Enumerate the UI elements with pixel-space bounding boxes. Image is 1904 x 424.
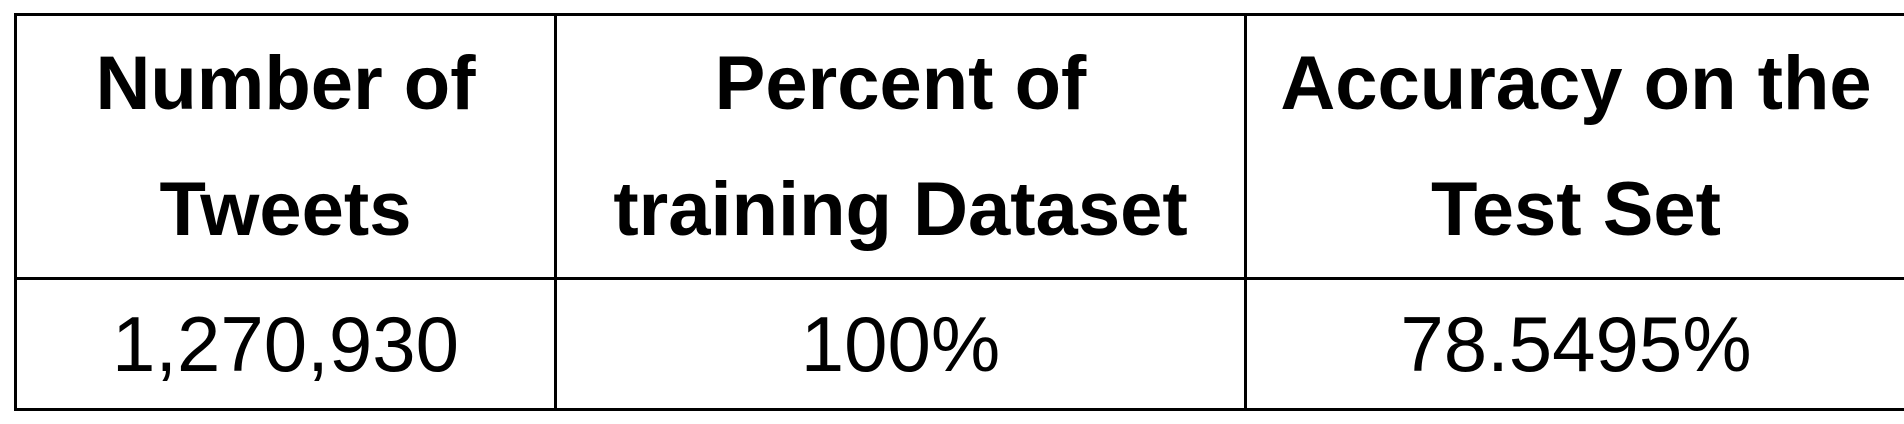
cell-accuracy-on-test-set: 78.5495% bbox=[1244, 277, 1904, 411]
results-table: Number of Tweets Percent of training Dat… bbox=[14, 13, 1904, 411]
cell-number-of-tweets: 1,270,930 bbox=[14, 277, 557, 411]
header-accuracy-line1: Accuracy on the bbox=[1280, 40, 1872, 126]
header-percent-line1: Percent of bbox=[714, 40, 1087, 126]
header-number-of-tweets-line2: Tweets bbox=[159, 166, 412, 252]
header-accuracy-on-test-set: Accuracy on the Test Set bbox=[1244, 13, 1904, 280]
header-accuracy-line2: Test Set bbox=[1430, 166, 1721, 252]
table-header: Number of Tweets Percent of training Dat… bbox=[14, 13, 1904, 280]
cell-percent-of-training-dataset: 100% bbox=[554, 277, 1247, 411]
header-row: Number of Tweets Percent of training Dat… bbox=[14, 13, 1904, 280]
header-percent-of-training-dataset: Percent of training Dataset bbox=[554, 13, 1247, 280]
header-number-of-tweets: Number of Tweets bbox=[14, 13, 557, 280]
table-row: 1,270,930 100% 78.5495% bbox=[14, 277, 1904, 411]
table-body: 1,270,930 100% 78.5495% bbox=[14, 277, 1904, 411]
header-number-of-tweets-line1: Number of bbox=[95, 40, 476, 126]
header-percent-line2: training Dataset bbox=[613, 166, 1188, 252]
